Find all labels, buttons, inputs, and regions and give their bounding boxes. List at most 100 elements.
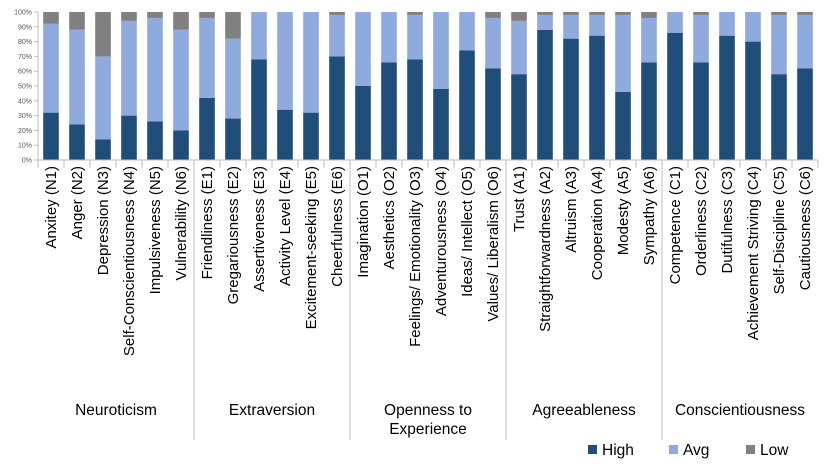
bar-segment-avg: [719, 12, 735, 36]
bar-segment-high: [225, 118, 241, 160]
bar-segment-avg: [459, 12, 475, 51]
group-labels: Neuroticism Extraversion Openness to Experi…: [75, 402, 805, 438]
bar-segment-avg: [173, 29, 189, 131]
bar-segment-high: [355, 86, 371, 160]
bar-segment-avg: [771, 14, 787, 75]
x-tick-label: Vulnerability (N6): [173, 166, 190, 281]
bar-segment-high: [329, 56, 345, 160]
group-label-line: Openness to: [384, 402, 472, 419]
x-tick-label: Anger (N2): [69, 166, 86, 239]
x-tick-label: Straightforwardness (A2): [537, 166, 554, 332]
bar-segment-low: [693, 12, 709, 15]
bar-segment-avg: [563, 14, 579, 39]
legend-label-avg: Avg: [683, 442, 709, 459]
group-label-line: Conscientiousness: [675, 402, 805, 419]
bar-segment-avg: [407, 14, 423, 60]
x-tick-label: Dutifulness (C3): [719, 166, 736, 274]
bar-segment-high: [147, 121, 163, 160]
bar-segment-avg: [199, 17, 215, 98]
x-tick-label: Achievement Striving (C4): [745, 166, 762, 340]
bar-segment-high: [43, 112, 59, 160]
bar-segment-avg: [667, 12, 683, 33]
bar-segment-avg: [225, 38, 241, 119]
bar-segment-low: [485, 12, 501, 18]
bar-segment-avg: [797, 14, 813, 69]
y-tick-label: 30%: [18, 113, 32, 120]
bar-segment-high: [251, 59, 267, 160]
group-label: Agreeableness: [532, 402, 636, 419]
bar-segment-avg: [485, 17, 501, 69]
bar-segment-avg: [121, 20, 137, 116]
bar-segment-high: [667, 32, 683, 160]
bar-segment-high: [615, 91, 631, 160]
bar-segment-high: [511, 74, 527, 160]
bar-segment-high: [433, 88, 449, 160]
bar-segment-high: [589, 35, 605, 160]
x-tick-label: Gregariousness (E2): [225, 166, 242, 304]
y-tick-label: 100%: [14, 10, 32, 17]
bar-segment-low: [121, 12, 137, 21]
bar-segment-low: [589, 12, 605, 15]
x-tick-label: Adventurousness (O4): [433, 166, 450, 316]
x-tick-label: Assertiveness (E3): [251, 166, 268, 292]
bar-segment-avg: [615, 14, 631, 92]
group-label: Neuroticism: [75, 402, 157, 419]
bar-segment-avg: [693, 14, 709, 63]
bar-segment-high: [771, 74, 787, 160]
bar-segment-high: [199, 97, 215, 160]
x-axis: [37, 159, 819, 440]
bar-segment-low: [69, 12, 85, 30]
bar-segment-avg: [329, 14, 345, 57]
bar-segment-high: [69, 124, 85, 160]
x-tick-label: Orderliness (C2): [693, 166, 710, 276]
bar-segment-high: [173, 130, 189, 160]
group-label-line: Extraversion: [229, 402, 315, 419]
y-tick-label: 80%: [18, 39, 32, 46]
bar-segment-high: [537, 29, 553, 161]
bar-segment-avg: [589, 14, 605, 36]
bar-segment-low: [407, 12, 423, 15]
group-label-line: Experience: [389, 421, 467, 438]
y-tick-label: 70%: [18, 54, 32, 61]
group-label-line: Neuroticism: [75, 402, 157, 419]
x-tick-label: Sympathy (A6): [641, 166, 658, 265]
bar-segment-low: [95, 12, 111, 57]
x-tick-label: Feelings/ Emotionality (O3): [407, 166, 424, 347]
legend-label-high: High: [602, 442, 634, 459]
legend: High Avg Low: [588, 442, 789, 459]
x-tick-label: Values/ Liberalism (O6): [485, 166, 502, 322]
x-tick-labels: Anxitey (N1) Anger (N2) Depression (N3) Sel…: [43, 166, 814, 356]
bar-segment-high: [407, 59, 423, 160]
bar-segment-high: [277, 109, 293, 160]
bar-segment-low: [43, 12, 59, 24]
bar-segment-avg: [433, 12, 449, 89]
bar-segment-avg: [277, 12, 293, 110]
bar-segment-low: [199, 12, 215, 18]
x-tick-label: Self-Discipline (C5): [771, 166, 788, 294]
bar-segment-high: [121, 115, 137, 160]
legend-swatch-low: [746, 445, 755, 454]
x-tick-label: Modesty (A5): [615, 166, 632, 255]
bar-segment-avg: [69, 29, 85, 125]
bar-segment-high: [641, 62, 657, 160]
x-tick-label: Friendliness (E1): [199, 166, 216, 279]
x-tick-label: Imagination (O1): [355, 166, 372, 278]
bars: [43, 12, 813, 161]
y-axis: 0% 10% 20% 30% 40% 50% 60% 70% 80% 90% 100%: [14, 10, 39, 165]
bar-segment-low: [173, 12, 189, 30]
x-tick-label: Ideas/ Intellect (O5): [459, 166, 476, 297]
y-tick-label: 40%: [18, 98, 32, 105]
bar-segment-avg: [745, 12, 761, 42]
bar-segment-avg: [355, 12, 371, 86]
x-tick-label: Impulsiveness (N5): [147, 166, 164, 294]
bar-segment-avg: [251, 12, 267, 60]
x-tick-label: Aesthetics (O2): [381, 166, 398, 269]
bar-segment-low: [147, 12, 163, 18]
y-tick-label: 60%: [18, 69, 32, 76]
bar-segment-low: [537, 12, 553, 15]
y-tick-label: 10%: [18, 143, 32, 150]
group-label-line: Agreeableness: [532, 402, 636, 419]
bar-segment-high: [693, 62, 709, 160]
group-label: Conscientiousness: [675, 402, 805, 419]
